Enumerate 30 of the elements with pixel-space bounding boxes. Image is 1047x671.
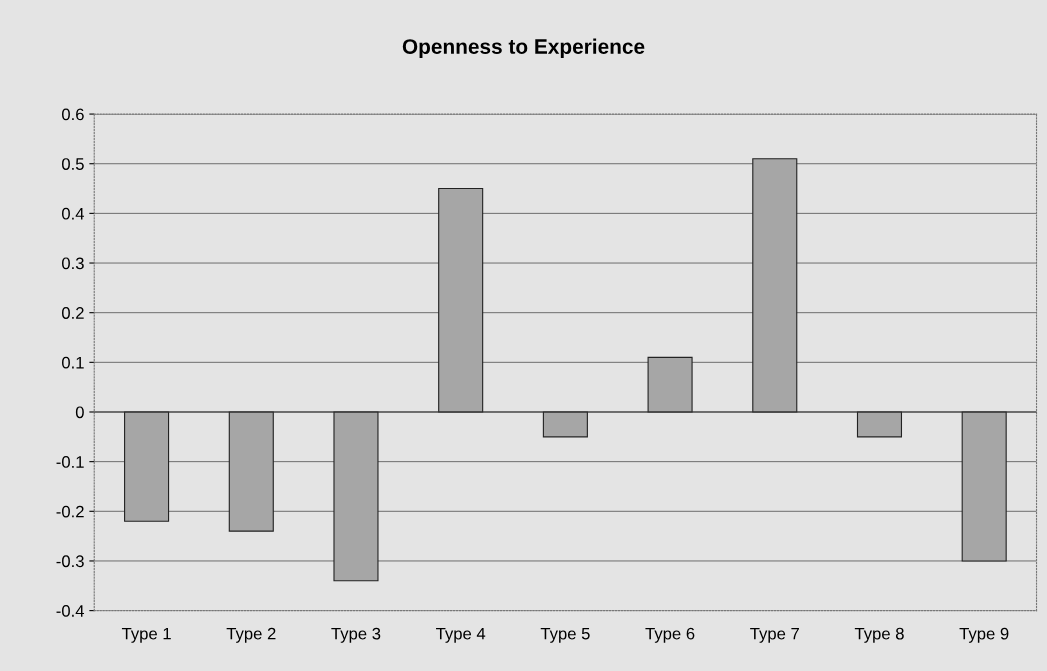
y-tick-label: 0 <box>75 406 84 419</box>
x-tick-label: Type 4 <box>436 627 486 643</box>
bar <box>542 411 588 438</box>
x-tick-label: Type 5 <box>540 627 590 643</box>
y-tick-label: 0.3 <box>61 257 84 270</box>
bar <box>228 411 274 532</box>
y-tick-label: 0.4 <box>61 207 85 220</box>
x-tick-label: Type 6 <box>645 627 695 643</box>
x-tick-label: Type 1 <box>121 627 171 643</box>
y-tick-label: 0.2 <box>61 307 84 319</box>
x-tick-label: Type 3 <box>331 627 381 643</box>
y-tick-label: 0.6 <box>61 108 84 121</box>
y-tick-label: -0.1 <box>56 456 84 468</box>
x-tick-label: Type 8 <box>854 627 904 643</box>
y-tick-label: 0.1 <box>61 356 84 369</box>
y-tick-label: -0.3 <box>56 555 84 568</box>
bar <box>124 411 170 522</box>
x-tick-label: Type 7 <box>750 627 799 643</box>
chart-title: Openness to Experience <box>402 38 645 58</box>
bar <box>856 411 903 438</box>
y-tick-label: 0.5 <box>61 158 84 170</box>
bar <box>961 411 1007 562</box>
bar <box>333 411 379 582</box>
bar <box>438 187 484 413</box>
x-tick-label: Type 2 <box>226 627 276 643</box>
x-tick-label: Type 9 <box>959 627 1009 643</box>
bar <box>752 158 798 413</box>
y-tick-label: -0.2 <box>56 505 84 518</box>
y-tick-label: -0.4 <box>56 605 85 617</box>
bar <box>647 356 693 413</box>
